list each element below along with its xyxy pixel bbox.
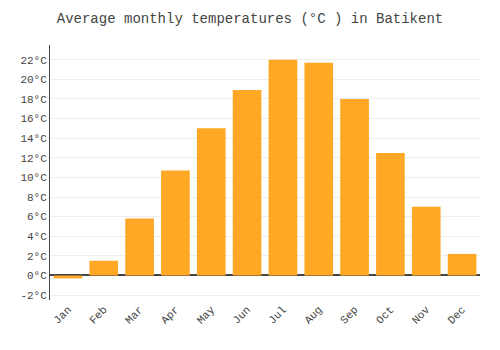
svg-text:Nov: Nov bbox=[410, 304, 433, 327]
svg-text:16°C: 16°C bbox=[20, 113, 47, 125]
svg-text:Oct: Oct bbox=[374, 304, 396, 326]
svg-text:Feb: Feb bbox=[87, 304, 109, 326]
svg-text:-2°C: -2°C bbox=[20, 290, 47, 302]
svg-text:10°C: 10°C bbox=[20, 172, 47, 184]
svg-text:14°C: 14°C bbox=[20, 133, 47, 145]
svg-text:22°C: 22°C bbox=[20, 55, 47, 67]
svg-text:20°C: 20°C bbox=[20, 74, 47, 86]
svg-text:18°C: 18°C bbox=[20, 94, 47, 106]
svg-text:2°C: 2°C bbox=[27, 251, 47, 263]
svg-text:May: May bbox=[195, 304, 218, 327]
svg-text:Mar: Mar bbox=[123, 304, 145, 326]
svg-text:Sep: Sep bbox=[338, 304, 360, 326]
svg-text:Jan: Jan bbox=[51, 304, 73, 326]
svg-text:4°C: 4°C bbox=[27, 231, 47, 243]
svg-text:Dec: Dec bbox=[446, 304, 468, 326]
svg-text:Apr: Apr bbox=[159, 304, 181, 326]
svg-text:6°C: 6°C bbox=[27, 211, 47, 223]
svg-text:12°C: 12°C bbox=[20, 153, 47, 165]
svg-text:Average monthly temperatures (: Average monthly temperatures (°C ) in Ba… bbox=[57, 11, 443, 27]
svg-text:8°C: 8°C bbox=[27, 192, 47, 204]
svg-text:0°C: 0°C bbox=[27, 270, 47, 282]
svg-text:Jul: Jul bbox=[266, 304, 288, 326]
svg-text:Aug: Aug bbox=[302, 304, 324, 326]
svg-text:Jun: Jun bbox=[231, 304, 253, 326]
